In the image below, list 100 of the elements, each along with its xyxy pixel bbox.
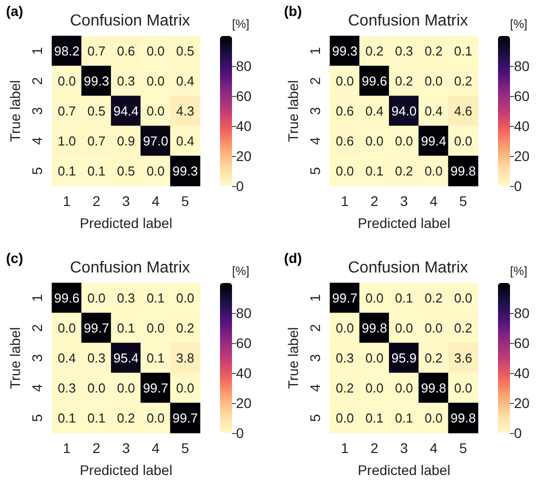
data-label: 0.0	[454, 290, 472, 306]
data-label: 0.1	[365, 410, 384, 426]
data-label: 0.6	[336, 134, 354, 148]
x-tick-label: 2	[92, 440, 100, 456]
x-tick-label: 1	[340, 193, 349, 209]
data-label: 99.7	[84, 320, 110, 336]
data-label: 0.3	[394, 44, 414, 58]
data-label: 0.0	[176, 290, 194, 306]
data-label: 0.0	[365, 350, 384, 366]
data-label: 0.0	[424, 410, 443, 426]
data-label: 0.2	[336, 380, 354, 396]
data-label: 0.2	[454, 320, 472, 336]
x-tick-label: 4	[430, 440, 438, 456]
data-label: 0.4	[58, 350, 76, 366]
data-label: 99.3	[84, 74, 110, 88]
y-tick-label: 2	[29, 76, 45, 85]
text: (c)	[6, 250, 24, 266]
color-bar-label: 80	[236, 58, 252, 74]
data-label: 0.0	[146, 74, 165, 88]
y-axis-title: True label	[7, 80, 23, 142]
data-label: 4.3	[176, 104, 194, 118]
data-label: 0.0	[394, 320, 414, 336]
data-label: 0.0	[87, 380, 106, 396]
color-bar-label: 80	[236, 305, 252, 321]
data-label: 0.0	[454, 380, 472, 396]
color-bar-label: 80	[514, 305, 530, 321]
color-bar-label: 40	[236, 118, 252, 134]
data-label: 95.9	[391, 350, 417, 366]
color-bar-label: 60	[514, 88, 530, 104]
data-label: 0.2	[394, 74, 414, 88]
x-tick-label: 1	[62, 193, 71, 209]
data-label: 99.8	[362, 320, 388, 336]
color-bar-label: 0	[236, 178, 244, 194]
y-tick-label: 2	[29, 324, 45, 332]
data-label: 0.6	[116, 44, 136, 58]
data-label: 99.7	[172, 410, 198, 426]
x-tick-label: 4	[152, 193, 160, 209]
color-bar-label: 0	[514, 178, 522, 194]
data-label: 0.0	[424, 164, 443, 178]
chart-title: Confusion Matrix	[348, 260, 468, 276]
color-bar-title: [%]	[232, 264, 250, 278]
data-label: 99.7	[142, 380, 168, 396]
data-label: 0.0	[58, 320, 76, 336]
data-label: 0.0	[146, 410, 165, 426]
color-bar-label: 80	[514, 58, 530, 74]
text: (a)	[6, 3, 24, 19]
x-axis-title: Predicted label	[358, 215, 450, 231]
data-label: 0.3	[58, 380, 76, 396]
color-bar-label: 40	[514, 365, 530, 381]
text: (b)	[284, 3, 302, 19]
x-tick-label: 5	[181, 193, 190, 209]
x-axis-title: Predicted label	[358, 462, 450, 478]
y-tick-label: 5	[29, 414, 45, 422]
color-bar-label: 40	[514, 118, 530, 134]
color-bar-label: 0	[514, 425, 522, 441]
x-tick-label: 5	[459, 193, 468, 209]
data-label: 0.1	[365, 164, 384, 178]
data-label: 0.5	[87, 104, 106, 118]
color-bar-label: 60	[236, 335, 252, 351]
chart-title: Confusion Matrix	[70, 260, 190, 276]
x-tick-label: 4	[152, 440, 160, 456]
y-tick-label: 2	[307, 76, 323, 85]
y-tick-label: 5	[307, 414, 323, 422]
y-tick-label: 5	[307, 166, 323, 175]
data-label: 0.0	[336, 410, 354, 426]
data-label: 0.1	[116, 320, 136, 336]
data-label: 0.3	[116, 290, 136, 306]
data-label: 0.1	[58, 164, 76, 178]
data-label: 0.5	[116, 164, 136, 178]
data-label: 97.0	[142, 134, 168, 148]
x-tick-label: 1	[340, 440, 349, 456]
data-label: 0.0	[394, 380, 414, 396]
x-tick-label: 2	[370, 193, 378, 209]
data-label: 99.3	[332, 44, 358, 58]
y-tick-label: 4	[307, 384, 323, 392]
data-label: 0.7	[58, 104, 76, 118]
data-label: 0.1	[454, 44, 472, 58]
data-label: 3.8	[176, 350, 194, 366]
data-label: 0.0	[116, 380, 136, 396]
data-label: 0.2	[424, 350, 443, 366]
data-label: 0.1	[146, 350, 165, 366]
x-tick-label: 1	[62, 440, 71, 456]
data-label: 0.3	[116, 74, 136, 88]
data-label: 99.8	[450, 410, 476, 426]
data-label: 0.0	[394, 134, 414, 148]
data-label: 0.6	[336, 104, 354, 118]
y-tick-label: 3	[307, 106, 323, 115]
data-label: 0.0	[176, 380, 194, 396]
y-axis-title: True label	[7, 327, 23, 389]
data-label: 0.2	[176, 320, 194, 336]
data-label: 0.0	[365, 380, 384, 396]
data-label: 99.4	[420, 134, 446, 148]
data-label: 0.7	[87, 134, 106, 148]
data-label: 0.0	[87, 290, 106, 306]
data-label: 0.2	[116, 410, 136, 426]
data-label: 3.6	[454, 350, 472, 366]
data-label: 0.0	[58, 74, 76, 88]
color-bar-label: 20	[514, 395, 530, 411]
data-label: 0.1	[58, 410, 76, 426]
color-bar-label: 0	[236, 425, 244, 441]
